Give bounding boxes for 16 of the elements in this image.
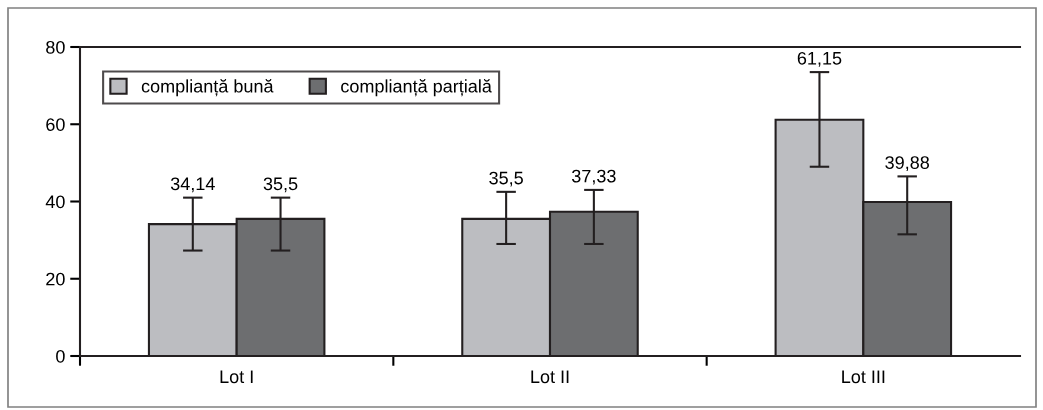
data-label: 35,5 (489, 171, 523, 187)
y-tick-label: 80 (46, 40, 65, 54)
y-tick-label: 0 (56, 349, 65, 363)
y-tick-label: 20 (46, 272, 65, 286)
y-tick-label: 60 (46, 118, 65, 131)
y-tick-label: 40 (45, 195, 65, 209)
x-tick-label: Lot I (220, 370, 253, 384)
data-label: 34,14 (170, 177, 215, 193)
x-tick-label: Lot III (842, 370, 885, 384)
data-label: 35,5 (263, 177, 298, 193)
x-tick-label: Lot II (531, 370, 569, 384)
legend-label: complianță bună (141, 79, 274, 97)
legend-label: complianță parțială (341, 79, 492, 97)
data-label: 37,33 (571, 169, 616, 185)
data-label: 39,88 (885, 156, 930, 172)
data-label: 61,15 (797, 51, 842, 67)
